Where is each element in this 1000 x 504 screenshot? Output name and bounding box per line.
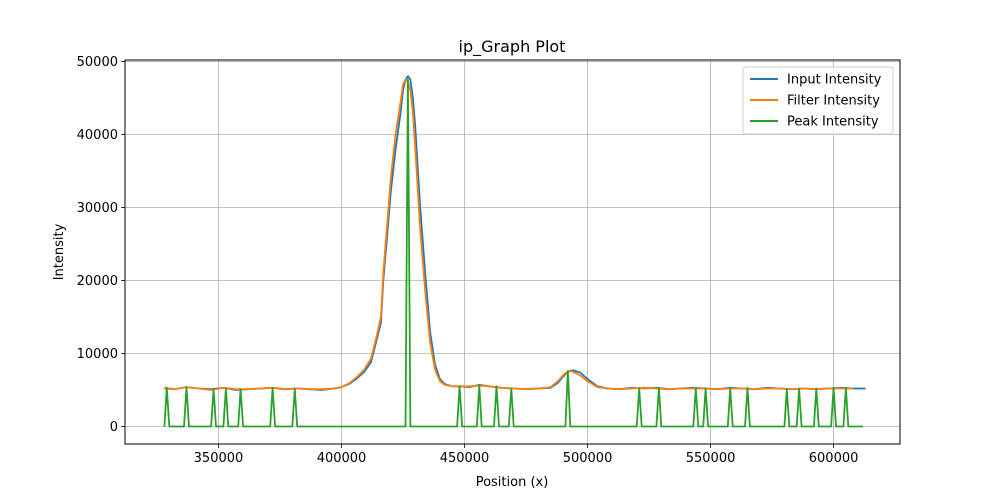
- legend-label: Filter Intensity: [787, 94, 880, 109]
- legend: Input Intensity Filter Intensity Peak Inte…: [742, 66, 894, 135]
- y-tick-label: 40000: [77, 128, 118, 143]
- chart-title: ip_Graph Plot: [459, 37, 566, 57]
- y-axis-label: Intensity: [52, 223, 67, 280]
- x-tick-label: 350000: [194, 451, 244, 466]
- x-tick-label: 600000: [809, 451, 859, 466]
- x-tick-label: 450000: [440, 451, 490, 466]
- x-axis-label: Position (x): [476, 475, 549, 490]
- x-tick-label: 550000: [686, 451, 736, 466]
- legend-label: Peak Intensity: [787, 115, 879, 130]
- plot-frame: [124, 59, 901, 445]
- axis-ticks: 350000 400000 450000 500000 550000 600000 0 100…: [77, 55, 859, 466]
- y-tick-label: 30000: [77, 201, 118, 216]
- legend-box: [742, 66, 894, 135]
- y-tick-label: 10000: [77, 347, 118, 362]
- y-tick-label: 20000: [77, 274, 118, 289]
- legend-label: Input Intensity: [787, 73, 882, 88]
- y-tick-label: 50000: [77, 55, 118, 70]
- y-tick-label: 0: [110, 420, 118, 435]
- x-tick-label: 500000: [563, 451, 613, 466]
- series-line-peak-intensity: [163, 78, 864, 428]
- x-tick-label: 400000: [317, 451, 367, 466]
- plot-lines: [163, 75, 866, 428]
